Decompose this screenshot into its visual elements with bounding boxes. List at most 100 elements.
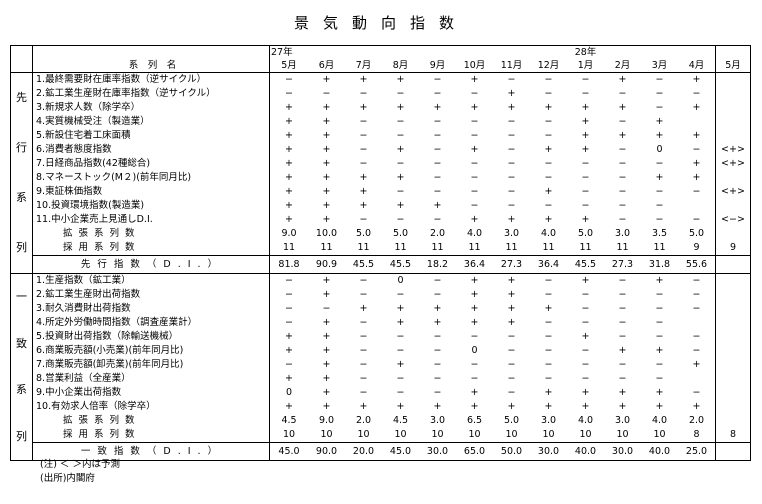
series-value: − [618,158,627,169]
series-value: + [581,387,590,398]
series-value: − [692,345,701,356]
series-forecast [715,358,751,372]
forecast-header-blank [715,45,751,59]
series-value: − [581,317,590,328]
month-header: 8月 [382,59,419,73]
di-value: 18.2 [419,255,456,274]
series-value: − [396,289,405,300]
series-row: 10.有効求人倍率（除学卒） + + + + + + + + + + + + [11,400,751,414]
series-value: − [544,275,553,286]
series-value: + [322,200,331,211]
series-forecast [715,115,751,129]
series-value: − [285,359,293,370]
series-value: − [396,158,405,169]
series-value: + [507,102,516,113]
series-forecast [715,316,751,330]
series-value: − [581,74,590,85]
group-header [10,45,33,59]
series-value: − [396,214,405,225]
expanding-value: 4.5 [392,415,409,426]
series-value: + [359,74,368,85]
series-value: + [507,289,516,300]
series-value: + [470,401,479,412]
series-value: − [655,331,664,342]
series-value: − [618,359,627,370]
series-value: + [285,401,293,412]
series-value: + [285,130,293,141]
series-value: + [507,303,516,314]
series-value: − [359,331,368,342]
series-value: − [507,172,516,183]
series-value: − [655,303,664,314]
series-value: − [544,88,553,99]
series-value: + [359,172,368,183]
group-char: 系 [16,191,27,204]
expanding-row: 拡張系列数 9.0 10.0 5.0 5.0 2.0 4.0 3.0 4.0 5.0 3.0 3.5 5… [11,227,751,241]
di-value: 25.0 [678,442,716,461]
series-value: + [322,172,331,183]
expanding-value: 3.0 [614,228,631,239]
series-row: 4.所定外労働時間指数（調査産業計） − + − + + + + − − − − [11,316,751,330]
expanding-row: 拡張系列数 4.5 9.0 2.0 4.5 3.0 6.5 5.0 3.0 4.0 3.0 4.0 2.… [11,414,751,428]
adopted-value: 10 [653,429,666,440]
series-value: + [581,116,590,127]
notes: (注) ＜ ＞内は予測 (出所)内閣府 [40,458,120,486]
series-row: 3.耐久消費財出荷指数 − − + + + + + + − − − − [11,302,751,316]
series-value [678,316,716,330]
series-forecast [715,101,751,115]
expanding-series-label: 拡張系列数 [32,414,270,428]
series-value: + [396,303,405,314]
series-value: + [618,74,627,85]
series-value: + [285,214,293,225]
month-header: 11月 [493,59,530,73]
series-value: − [396,88,405,99]
series-value: + [544,186,553,197]
series-row: 3.新規求人数（除学卒） + + + + + + + + + + − + [11,101,751,115]
expanding-value: 3.0 [614,415,631,426]
series-name: 10.投資環境指数(製造業) [32,199,270,213]
series-value: − [692,144,701,155]
series-value: − [359,345,368,356]
series-value: − [359,359,368,370]
series-value: − [433,144,442,155]
series-row: 4.実質機械受注（製造業） + + − − − − − − + − + [11,115,751,129]
series-value: + [433,200,442,211]
series-value: + [322,116,331,127]
header-row-months: 系 列 名 5月 6月 7月 8月 9月 10月 11月 12月 1月 2月 3月 4月 5月 [10,59,751,73]
series-name: 7.商業販売額(卸売業)(前年同月比) [32,358,270,372]
series-value: + [692,401,701,412]
series-value: − [618,373,627,384]
series-value: + [433,303,442,314]
series-value: − [618,303,627,314]
expanding-value: 9.0 [281,228,297,239]
series-value: + [544,401,553,412]
series-value: − [470,359,479,370]
series-forecast [715,330,751,344]
series-value: + [396,401,405,412]
adopted-value: 11 [357,242,370,253]
series-value: − [544,345,553,356]
series-value: − [581,200,590,211]
series-value: − [507,186,516,197]
series-value: − [433,186,442,197]
series-value: − [470,88,479,99]
di-value: 81.8 [269,255,308,274]
adopted-value: 10 [579,429,592,440]
series-value: − [433,158,442,169]
series-value: − [433,214,442,225]
series-forecast [715,344,751,358]
series-value: − [692,303,701,314]
di-value: 90.9 [308,255,345,274]
series-value: − [470,158,479,169]
series-name: 7.日経商品指数(42種総合) [32,157,270,171]
adopted-value: 11 [653,242,666,253]
adopted-value: 9 [693,242,700,253]
series-value: 0 [285,387,293,398]
series-name: 9.東証株価指数 [32,185,270,199]
series-name: 8.マネーストック(M２)(前年同月比) [32,171,270,185]
blank [382,45,419,59]
note-forecast: (注) ＜ ＞内は予測 [40,459,120,470]
expanding-value: 2.0 [429,228,446,239]
series-value: − [618,331,627,342]
di-value: 36.4 [456,255,493,274]
